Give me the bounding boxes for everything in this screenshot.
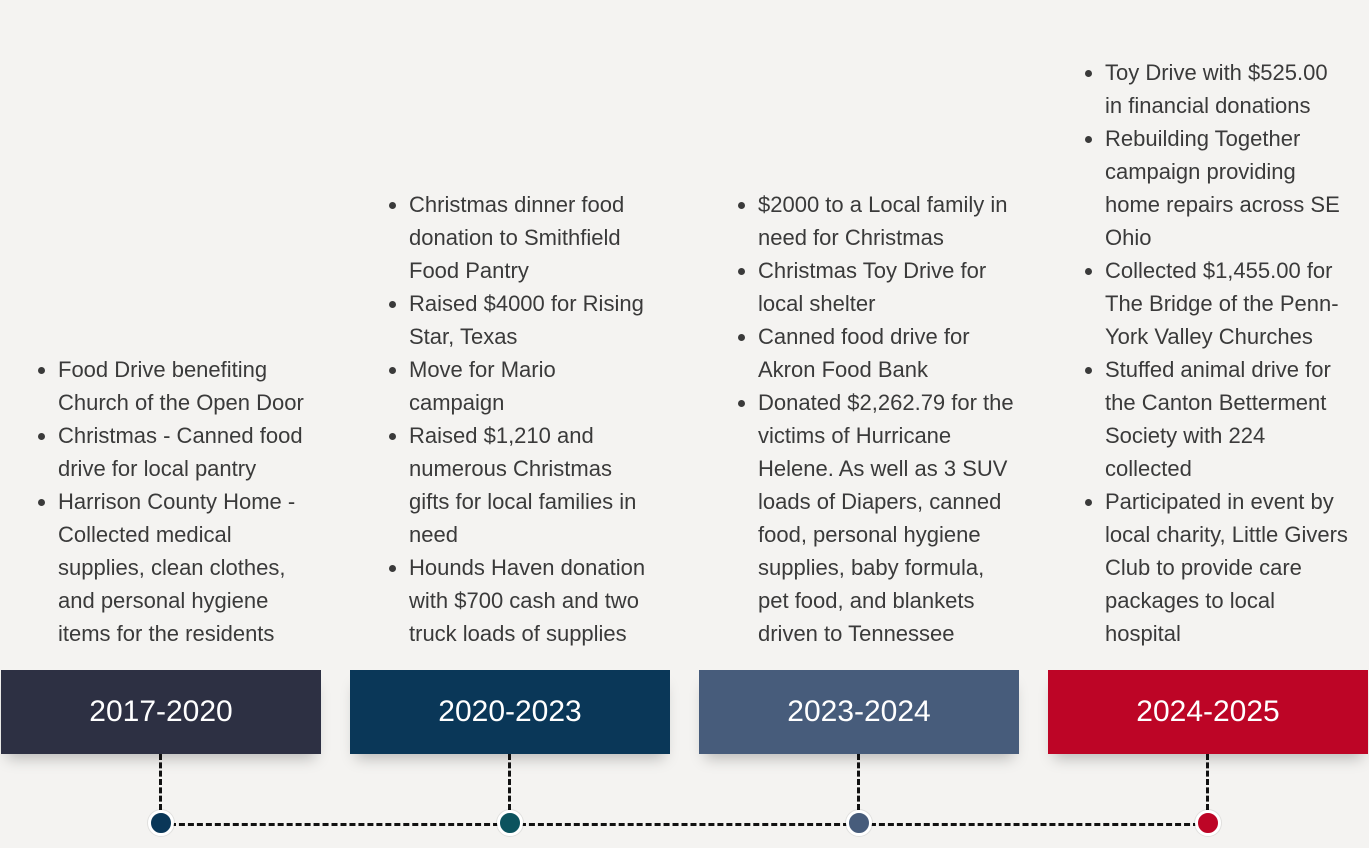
- list-item: Rebuilding Together campaign providing h…: [1105, 122, 1349, 254]
- list-item: Donated $2,262.79 for the victims of Hur…: [758, 386, 1014, 650]
- period-bar-2020-2023: 2020-2023: [350, 670, 670, 754]
- list-item: Participated in event by local charity, …: [1105, 485, 1349, 650]
- list-item: Move for Mario campaign: [409, 353, 655, 419]
- period-label: 2024-2025: [1136, 695, 1280, 728]
- list-item: Stuffed animal drive for the Canton Bett…: [1105, 353, 1349, 485]
- list-item: Christmas dinner food donation to Smithf…: [409, 188, 655, 287]
- achievement-list: Christmas dinner food donation to Smithf…: [385, 188, 655, 650]
- period-label: 2020-2023: [438, 695, 582, 728]
- timeline-axis: [161, 823, 1208, 826]
- list-item: $2000 to a Local family in need for Chri…: [758, 188, 1014, 254]
- timeline-column-2023-2024: $2000 to a Local family in need for Chri…: [734, 188, 1014, 650]
- timeline-connector: [857, 754, 860, 810]
- period-bar-2023-2024: 2023-2024: [699, 670, 1019, 754]
- timeline-column-2020-2023: Christmas dinner food donation to Smithf…: [385, 188, 655, 650]
- achievement-list: $2000 to a Local family in need for Chri…: [734, 188, 1014, 650]
- list-item: Raised $1,210 and numerous Christmas gif…: [409, 419, 655, 551]
- list-item: Raised $4000 for Rising Star, Texas: [409, 287, 655, 353]
- period-bar-2024-2025: 2024-2025: [1048, 670, 1368, 754]
- timeline-dot-2017-2020: [148, 810, 174, 836]
- timeline-dot-2020-2023: [497, 810, 523, 836]
- timeline-connector: [508, 754, 511, 810]
- timeline-dot-2024-2025: [1195, 810, 1221, 836]
- achievement-list: Toy Drive with $525.00 in financial dona…: [1081, 56, 1349, 650]
- list-item: Hounds Haven donation with $700 cash and…: [409, 551, 655, 650]
- list-item: Christmas Toy Drive for local shelter: [758, 254, 1014, 320]
- timeline-connector: [1206, 754, 1209, 810]
- timeline-column-2024-2025: Toy Drive with $525.00 in financial dona…: [1081, 56, 1349, 650]
- list-item: Food Drive benefiting Church of the Open…: [58, 353, 314, 419]
- list-item: Christmas - Canned food drive for local …: [58, 419, 314, 485]
- timeline-column-2017-2020: Food Drive benefiting Church of the Open…: [34, 353, 314, 650]
- list-item: Collected $1,455.00 for The Bridge of th…: [1105, 254, 1349, 353]
- timeline-dot-2023-2024: [846, 810, 872, 836]
- list-item: Toy Drive with $525.00 in financial dona…: [1105, 56, 1349, 122]
- list-item: Harrison County Home - Collected medical…: [58, 485, 314, 650]
- period-bar-2017-2020: 2017-2020: [1, 670, 321, 754]
- period-label: 2017-2020: [89, 695, 233, 728]
- achievement-list: Food Drive benefiting Church of the Open…: [34, 353, 314, 650]
- period-label: 2023-2024: [787, 695, 931, 728]
- timeline-connector: [159, 754, 162, 810]
- list-item: Canned food drive for Akron Food Bank: [758, 320, 1014, 386]
